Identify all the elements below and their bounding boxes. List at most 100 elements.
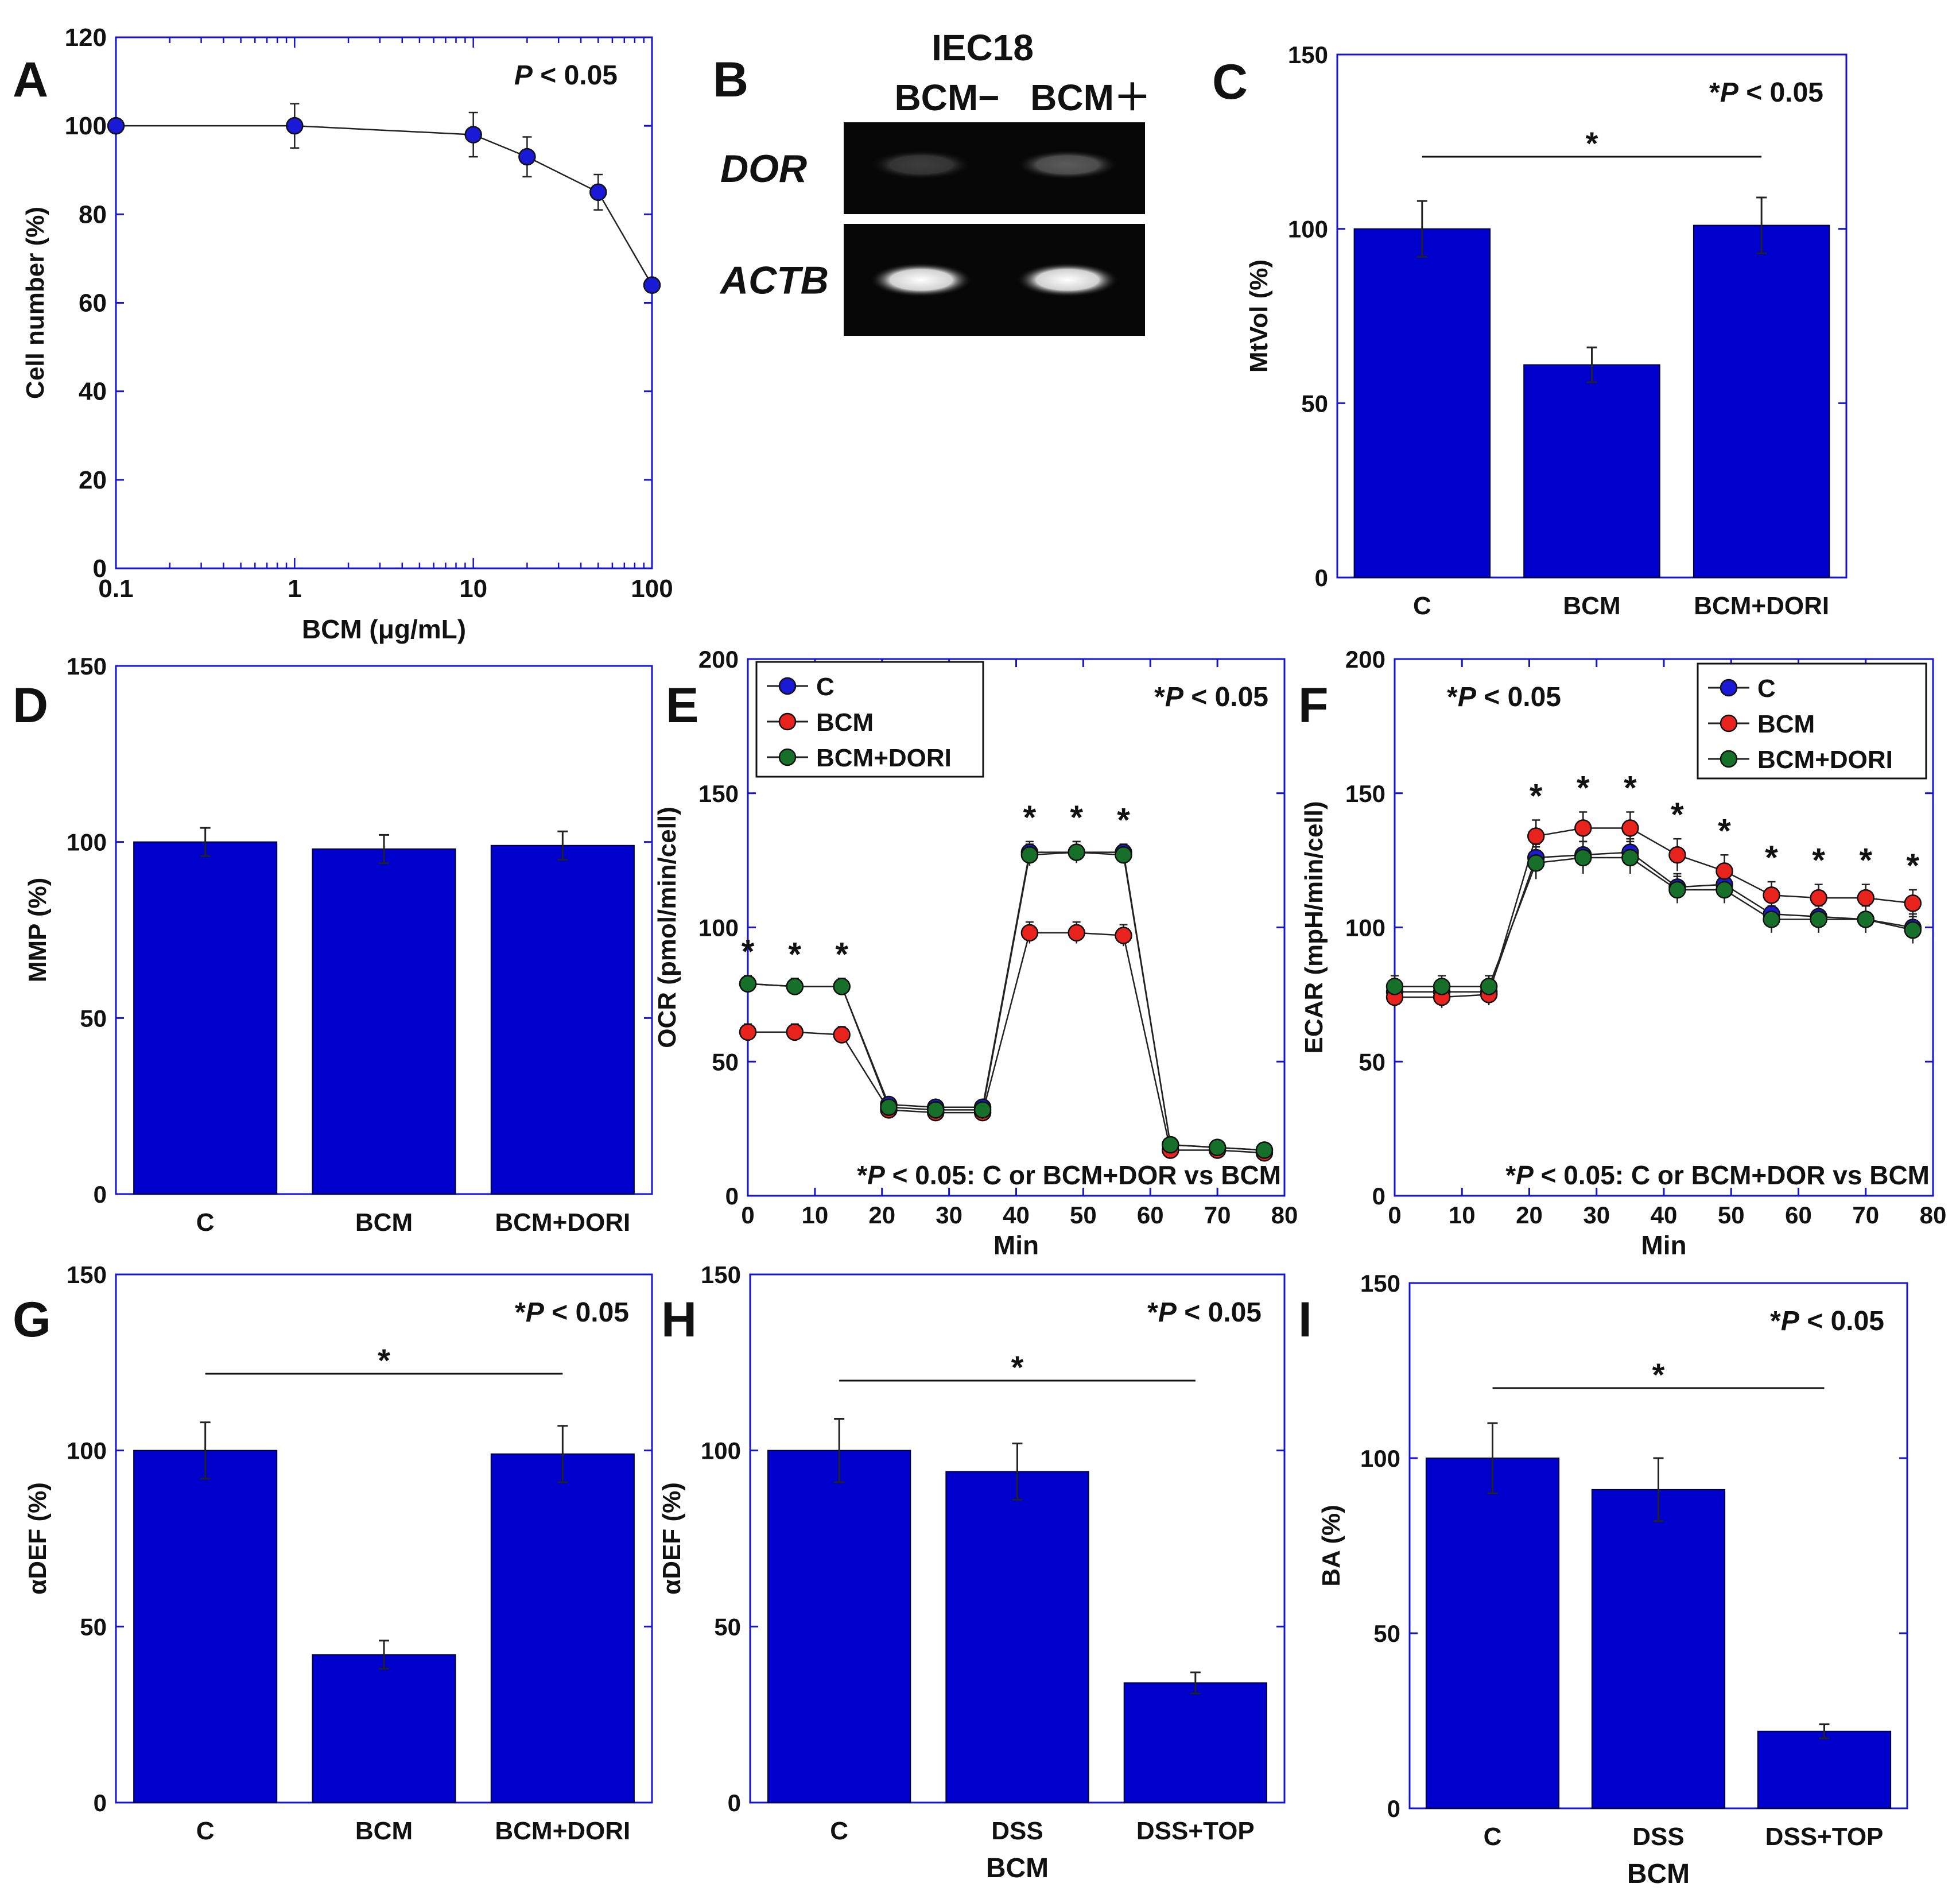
panel-E-footnote-p: P xyxy=(867,1160,885,1190)
panel-E-legend-marker-0 xyxy=(778,677,797,695)
panel-E-ytick-label-4: 200 xyxy=(698,646,739,673)
panel-F-footnote-p: P xyxy=(1516,1160,1534,1190)
panel-A-ytick-label-4: 80 xyxy=(79,200,107,228)
panel-F-sig-star-0: * xyxy=(1530,778,1543,815)
panel-D-ytick-label-3: 150 xyxy=(67,653,107,680)
panel-H-xtick-label-1: DSS xyxy=(991,1817,1043,1845)
panel-H-ytick-label-0: 0 xyxy=(728,1789,741,1816)
panel-H-xtick-label-2: DSS+TOP xyxy=(1136,1817,1255,1845)
panel-E-point-BCM-6 xyxy=(1020,924,1039,942)
panel-E-annotation-p: P xyxy=(1165,682,1184,712)
panel-I-xtick-label-2: DSS+TOP xyxy=(1765,1823,1884,1851)
panel-F-legend-marker-0 xyxy=(1720,679,1738,697)
panel-D-xtick-label-0: C xyxy=(196,1208,215,1237)
panel-F-legend-label-2: BCM+DORI xyxy=(1757,746,1893,774)
panel-E-ytick-label-1: 50 xyxy=(712,1048,739,1075)
panel-F-sig-star-2: * xyxy=(1624,769,1637,807)
panel-F-sig-star-1: * xyxy=(1577,769,1590,807)
panel-E-legend-marker-2 xyxy=(778,748,797,766)
panel-E-point-BCM+DORI-9 xyxy=(1162,1136,1179,1154)
panel-G-ytick-label-3: 150 xyxy=(67,1261,107,1288)
panel-I-bar-2 xyxy=(1757,1730,1892,1809)
panel-E-point-BCM+DORI-5 xyxy=(973,1101,992,1119)
panel-G-bar-0 xyxy=(133,1450,278,1804)
panel-F-point-BCM+DORI-2 xyxy=(1480,978,1498,995)
panel-E-xlabel: Min xyxy=(993,1230,1039,1260)
panel-I-xtick-label-1: DSS xyxy=(1632,1823,1684,1851)
panel-G-ylabel: αDEF (%) xyxy=(24,1482,52,1595)
panel-F-annotation-rest: < 0.05 xyxy=(1476,682,1561,712)
panel-F-annotation-star: * xyxy=(1447,682,1458,712)
panel-E-point-BCM+DORI-10 xyxy=(1208,1138,1227,1157)
panel-C-ytick-label-1: 50 xyxy=(1301,390,1328,417)
panel-F-xtick-label-5: 50 xyxy=(1718,1202,1745,1229)
panel-E-annotation-star: * xyxy=(1154,682,1165,712)
panel-F-footnote-star: * xyxy=(1505,1160,1516,1190)
panel-label-F: F xyxy=(1298,678,1329,733)
panel-F-xtick-label-4: 40 xyxy=(1651,1202,1678,1229)
panel-C-xtick-label-0: C xyxy=(1413,592,1431,620)
panel-I-annotation-rest: < 0.05 xyxy=(1799,1306,1884,1336)
panel-F-legend-label-1: BCM xyxy=(1757,710,1815,738)
panel-C-ytick-label-2: 100 xyxy=(1288,216,1328,243)
panel-A-annotation-p: P xyxy=(514,60,533,91)
panel-F-point-BCM+DORI-8 xyxy=(1763,910,1780,928)
panel-A-point-4 xyxy=(589,183,607,201)
panel-E-footnote-star: * xyxy=(857,1160,867,1190)
panel-E-sig-star-0: * xyxy=(742,933,755,971)
panel-label-G: G xyxy=(13,1292,51,1347)
panel-F-xlabel: Min xyxy=(1641,1230,1686,1260)
panel-F-point-BCM+DORI-4 xyxy=(1574,848,1592,867)
panel-F-ytick-label-0: 0 xyxy=(1372,1183,1385,1210)
panel-E-xtick-label-1: 10 xyxy=(802,1202,829,1229)
panel-D-ytick-label-1: 50 xyxy=(80,1005,107,1032)
panel-C-xtick-label-2: BCM+DORI xyxy=(1694,592,1829,620)
panel-I-ytick-label-1: 50 xyxy=(1373,1620,1400,1647)
panel-F-sig-star-5: * xyxy=(1765,839,1778,877)
panel-A-ytick-label-3: 60 xyxy=(79,289,107,317)
panel-H-xlabel: BCM xyxy=(986,1853,1049,1884)
panel-F-point-BCM+DORI-7 xyxy=(1716,881,1733,899)
panel-label-I: I xyxy=(1298,1292,1312,1347)
panel-B-band-ACTB-lane-0 xyxy=(870,262,973,297)
panel-F-point-BCM+DORI-0 xyxy=(1385,978,1404,995)
panel-B-lane-0: BCM− xyxy=(894,77,999,118)
panel-E-ytick-label-3: 150 xyxy=(698,780,739,807)
panel-F-sig-star-4: * xyxy=(1718,812,1731,850)
panel-A-ytick-label-0: 0 xyxy=(93,555,107,583)
panel-C-annotation-p: P xyxy=(1720,77,1739,108)
panel-D-xtick-label-2: BCM+DORI xyxy=(495,1208,630,1237)
panel-B-band-label-0: DOR xyxy=(720,147,807,191)
panel-H-xtick-label-0: C xyxy=(830,1817,848,1845)
panel-G-ytick-label-1: 50 xyxy=(80,1613,107,1640)
panel-I-ytick-label-3: 150 xyxy=(1360,1270,1400,1297)
panel-E-xtick-label-2: 20 xyxy=(868,1202,895,1229)
panel-F-xtick-label-7: 70 xyxy=(1852,1202,1879,1229)
panel-B-band-ACTB-lane-1 xyxy=(1016,262,1119,297)
panel-F-ylabel: ECAR (mpH/min/cell) xyxy=(1300,801,1328,1053)
panel-E-sig-star-2: * xyxy=(835,936,848,973)
panel-D-bar-2 xyxy=(490,844,635,1195)
panel-A-xtick-label-0: 0.1 xyxy=(98,575,133,603)
panel-A-ytick-label-5: 100 xyxy=(65,112,107,140)
panel-A-ytick-label-6: 120 xyxy=(65,24,107,52)
panel-B-lane-1: BCM＋ xyxy=(1030,77,1151,118)
panel-E-xtick-label-7: 70 xyxy=(1204,1202,1231,1229)
panel-E-point-BCM-7 xyxy=(1068,924,1085,942)
panel-E-point-BCM-8 xyxy=(1115,927,1132,944)
panel-F-ytick-label-3: 150 xyxy=(1345,780,1385,807)
panel-E-ytick-label-2: 100 xyxy=(698,914,739,941)
panel-H-annotation-star: * xyxy=(1147,1297,1158,1328)
panel-E-legend-label-0: C xyxy=(816,673,835,701)
panel-G-annotation-rest: < 0.05 xyxy=(544,1297,629,1328)
panel-D-bar-0 xyxy=(133,841,278,1195)
panel-E-ylabel: OCR (pmol/min/cell) xyxy=(653,807,681,1048)
panel-H-annotation-p: P xyxy=(1158,1297,1177,1328)
panel-E-legend-label-1: BCM xyxy=(816,708,874,737)
panel-E-footnote: *P < 0.05: C or BCM+DOR vs BCM xyxy=(857,1160,1281,1190)
panel-F-xtick-label-0: 0 xyxy=(1388,1202,1401,1229)
panel-F-footnote-rest: < 0.05: C or BCM+DOR vs BCM xyxy=(1534,1160,1930,1190)
panel-G-significance-star: * xyxy=(378,1342,390,1378)
panel-A-ytick-label-2: 40 xyxy=(79,378,107,406)
panel-B-band-label-1: ACTB xyxy=(719,259,829,303)
